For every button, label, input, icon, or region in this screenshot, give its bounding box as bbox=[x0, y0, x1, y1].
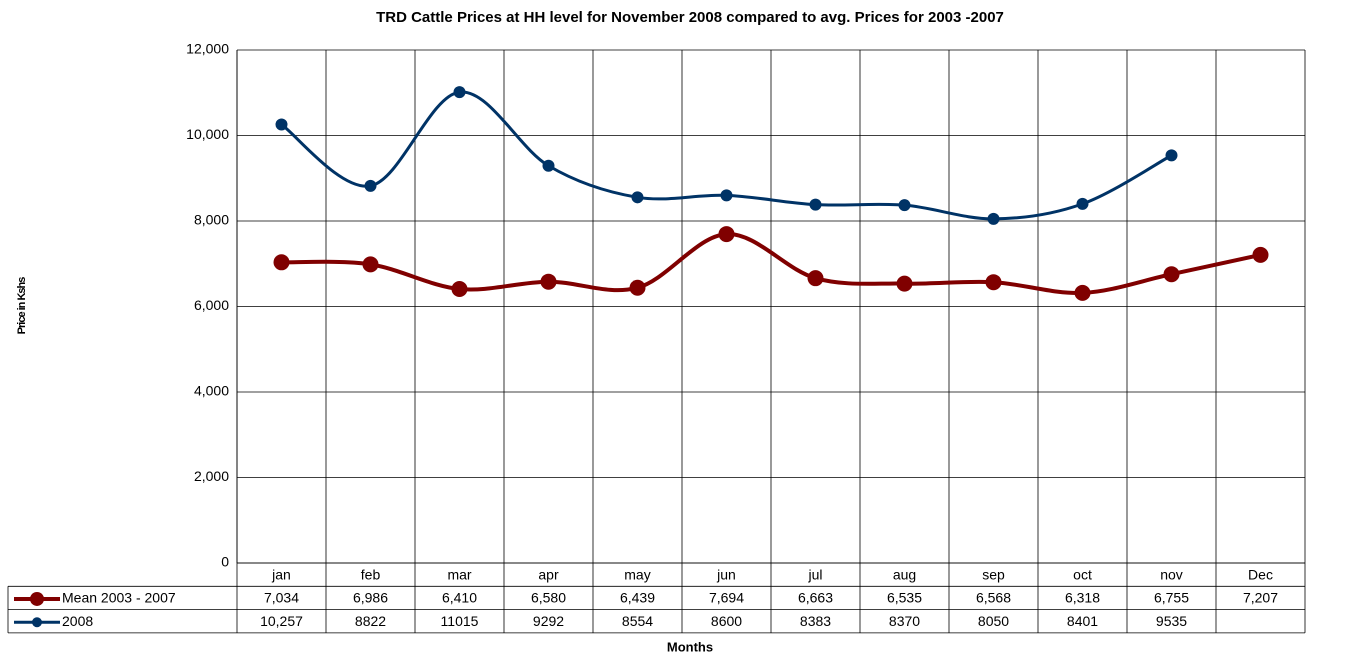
x-tick-label: aug bbox=[893, 566, 916, 582]
x-axis-title: Months bbox=[667, 639, 713, 654]
table-value: 10,257 bbox=[260, 613, 303, 629]
y-tick-label: 10,000 bbox=[186, 126, 229, 142]
point bbox=[275, 118, 288, 131]
point bbox=[720, 189, 733, 202]
point bbox=[985, 274, 1002, 291]
x-tick-label: sep bbox=[982, 566, 1005, 582]
point bbox=[1163, 266, 1180, 283]
table-value: 11015 bbox=[441, 613, 479, 629]
point bbox=[898, 199, 911, 212]
table-value: 8600 bbox=[711, 613, 742, 629]
x-tick-label: jul bbox=[807, 566, 822, 582]
x-tick-label: may bbox=[624, 566, 650, 582]
table-value: 7,694 bbox=[709, 590, 744, 606]
table-value: 8554 bbox=[622, 613, 653, 629]
table-value: 6,568 bbox=[976, 590, 1011, 606]
point bbox=[1074, 284, 1091, 301]
x-tick-label: nov bbox=[1160, 566, 1183, 582]
point bbox=[273, 254, 290, 271]
point bbox=[1252, 246, 1269, 263]
chart-title: TRD Cattle Prices at HH level for Novemb… bbox=[376, 9, 1004, 26]
table-value: 6,410 bbox=[442, 590, 477, 606]
y-tick-label: 8,000 bbox=[194, 212, 229, 228]
table-value: 8401 bbox=[1067, 613, 1098, 629]
legend-marker bbox=[32, 617, 42, 628]
legend-label: 2008 bbox=[62, 613, 93, 629]
x-tick-label: apr bbox=[538, 566, 559, 582]
y-tick-label: 12,000 bbox=[186, 41, 229, 57]
point bbox=[1076, 197, 1089, 210]
x-tick-label: feb bbox=[361, 566, 381, 582]
table-value: 6,986 bbox=[353, 590, 388, 606]
point bbox=[807, 270, 824, 287]
table-value: 7,207 bbox=[1243, 590, 1278, 606]
point bbox=[629, 279, 646, 296]
point bbox=[809, 198, 822, 211]
legend-marker bbox=[30, 591, 44, 606]
table-value: 6,318 bbox=[1065, 590, 1100, 606]
point bbox=[451, 280, 468, 297]
x-tick-label: jan bbox=[271, 566, 291, 582]
table-value: 8370 bbox=[889, 613, 920, 629]
point bbox=[987, 212, 1000, 225]
point bbox=[631, 191, 644, 204]
x-tick-label: jun bbox=[716, 566, 736, 582]
point bbox=[453, 86, 466, 99]
y-tick-label: 4,000 bbox=[194, 383, 229, 399]
y-tick-label: 2,000 bbox=[194, 468, 229, 484]
legend-label: Mean 2003 - 2007 bbox=[62, 590, 176, 606]
series-line bbox=[280, 90, 1173, 221]
table-value: 6,535 bbox=[887, 590, 922, 606]
point bbox=[364, 179, 377, 192]
point bbox=[542, 159, 555, 172]
table-value: 8383 bbox=[800, 613, 831, 629]
table-value: 9535 bbox=[1156, 613, 1187, 629]
table-value: 6,663 bbox=[798, 590, 833, 606]
table-value: 6,755 bbox=[1154, 590, 1189, 606]
table-value: 6,439 bbox=[620, 590, 655, 606]
point bbox=[362, 256, 379, 273]
x-tick-label: oct bbox=[1073, 566, 1092, 582]
y-tick-label: 0 bbox=[221, 554, 229, 570]
point bbox=[896, 275, 913, 292]
y-tick-label: 6,000 bbox=[194, 297, 229, 313]
point bbox=[1165, 149, 1178, 162]
x-tick-label: mar bbox=[447, 566, 471, 582]
x-tick-label: Dec bbox=[1248, 566, 1273, 582]
point bbox=[540, 273, 557, 290]
point bbox=[718, 226, 735, 243]
table-value: 6,580 bbox=[531, 590, 566, 606]
table-value: 9292 bbox=[533, 613, 564, 629]
y-axis-title: Price in Kshs bbox=[16, 277, 28, 335]
table-value: 8822 bbox=[355, 613, 386, 629]
table-value: 8050 bbox=[978, 613, 1009, 629]
table-value: 7,034 bbox=[264, 590, 299, 606]
